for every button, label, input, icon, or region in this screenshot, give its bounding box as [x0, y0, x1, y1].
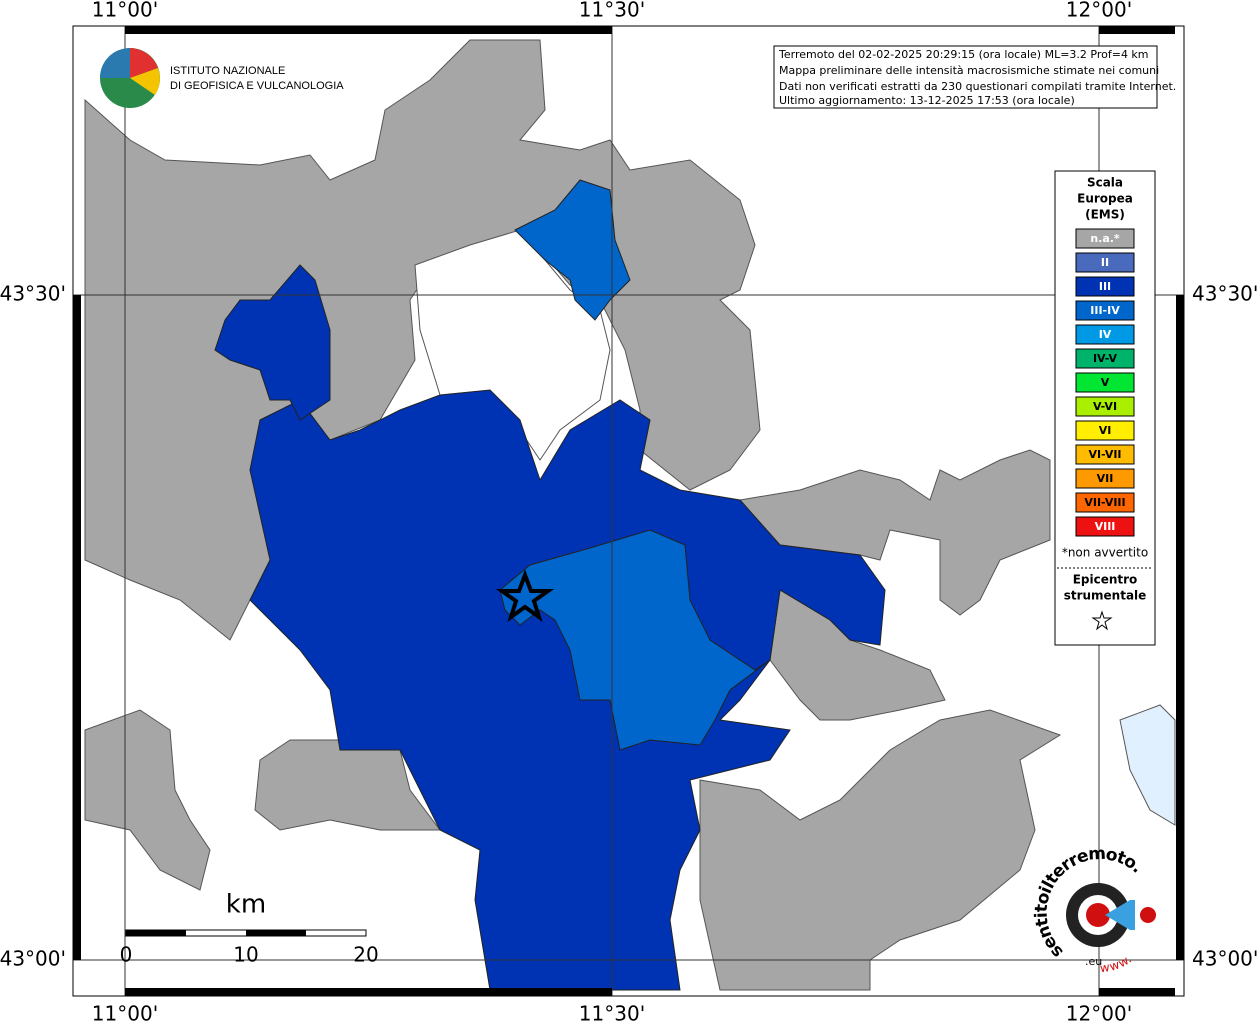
label-item: Dati non verificati estratti da 230 ques… — [779, 80, 1176, 93]
label-item: 11°30' — [579, 1002, 645, 1024]
rect-item — [246, 930, 306, 936]
map-body — [72, 25, 1185, 997]
rect-item — [73, 295, 81, 960]
label-item: DI GEOFISICA E VULCANOLOGIA — [170, 80, 344, 92]
label-item: km — [226, 890, 266, 920]
legend-label: III — [1099, 280, 1111, 293]
path-item — [100, 48, 130, 78]
rect-item — [125, 988, 612, 996]
polygon-item — [1091, 610, 1113, 631]
legend-label: VI — [1099, 424, 1112, 437]
label-item: 10 — [233, 943, 258, 967]
label-item: Epicentro — [1073, 573, 1138, 587]
legend-swatch — [1075, 492, 1135, 513]
legend-label: n.a.* — [1090, 232, 1120, 245]
legend-label: III-IV — [1090, 304, 1120, 317]
legend-swatch — [1075, 300, 1135, 321]
legend-label: VII — [1097, 472, 1114, 485]
ingv-logo: ISTITUTO NAZIONALE DI GEOFISICA E VULCAN… — [100, 48, 344, 108]
legend-label: V-VI — [1093, 400, 1117, 413]
legend-label: II — [1101, 256, 1109, 269]
legend-swatch — [1075, 324, 1135, 345]
legend-swatch — [1075, 468, 1135, 489]
polygon-item — [699, 709, 1062, 991]
polygon-item — [495, 569, 555, 623]
rect-item — [126, 930, 186, 936]
polygon-item — [499, 529, 771, 751]
legend-label: VII-VIII — [1084, 496, 1125, 509]
rect-item — [125, 26, 612, 34]
legend-swatch — [1075, 396, 1135, 417]
label-item: Ultimo aggiornamento: 13-12-2025 17:53 (… — [779, 94, 1075, 107]
label-item: 12°00' — [1066, 0, 1132, 22]
legend-label: VI-VII — [1088, 448, 1121, 461]
legend-label: V — [1101, 376, 1110, 389]
label-item: 11°00' — [92, 1002, 158, 1024]
legend-swatch — [1075, 444, 1135, 465]
legend-swatch — [1075, 252, 1135, 273]
legend-label: IV — [1099, 328, 1112, 341]
polygon-item — [1119, 704, 1176, 826]
label-item: 43°30' — [1192, 282, 1257, 306]
legend-swatch — [1075, 372, 1135, 393]
label-item: Terremoto del 02-02-2025 20:29:15 (ora l… — [778, 48, 1149, 61]
rect-item — [1099, 26, 1175, 34]
label-item: (EMS) — [1085, 208, 1125, 222]
circle-item — [1140, 907, 1156, 923]
label-item: 12°00' — [1066, 1002, 1132, 1024]
legend-swatch — [1075, 228, 1135, 249]
circle-item — [1086, 903, 1110, 927]
legend-swatch — [1075, 276, 1135, 297]
legend-swatch — [1075, 420, 1135, 441]
polygon-item — [1105, 900, 1135, 930]
label-item: Europea — [1077, 192, 1133, 206]
label-item: ISTITUTO NAZIONALE — [170, 65, 285, 77]
rect-item — [1176, 295, 1184, 960]
polygon-item — [514, 179, 631, 321]
label-item: 11°00' — [92, 0, 158, 22]
scale-bar: km 0 10 20 — [120, 890, 379, 967]
polygon-item — [739, 449, 1051, 616]
label-item: .eu — [1085, 955, 1102, 968]
legend-label: IV-V — [1093, 352, 1118, 365]
rect-item — [1099, 988, 1175, 996]
frame — [73, 26, 1184, 996]
label-item: 43°00' — [0, 947, 66, 971]
label-item: Mappa preliminare delle intensità macros… — [779, 64, 1159, 77]
polygon-item — [84, 709, 211, 891]
legend-swatch — [1075, 516, 1135, 537]
label-item: strumentale — [1064, 589, 1147, 603]
legend-swatch — [1075, 348, 1135, 369]
label-item: *non avvertito — [1062, 546, 1148, 560]
legend: Scala Europea (EMS) *non avvertito Epice… — [1054, 170, 1156, 646]
label-item: 20 — [353, 943, 378, 967]
label-item: 43°00' — [1192, 947, 1257, 971]
legend-label: VIII — [1095, 520, 1116, 533]
polygon-item — [214, 264, 331, 421]
label-item: 11°30' — [579, 0, 645, 22]
label-item: 0 — [120, 943, 133, 967]
rect-item — [773, 45, 1158, 109]
label-item: 43°30' — [0, 282, 66, 306]
path-item — [130, 68, 160, 95]
label-item: Scala — [1087, 176, 1123, 190]
